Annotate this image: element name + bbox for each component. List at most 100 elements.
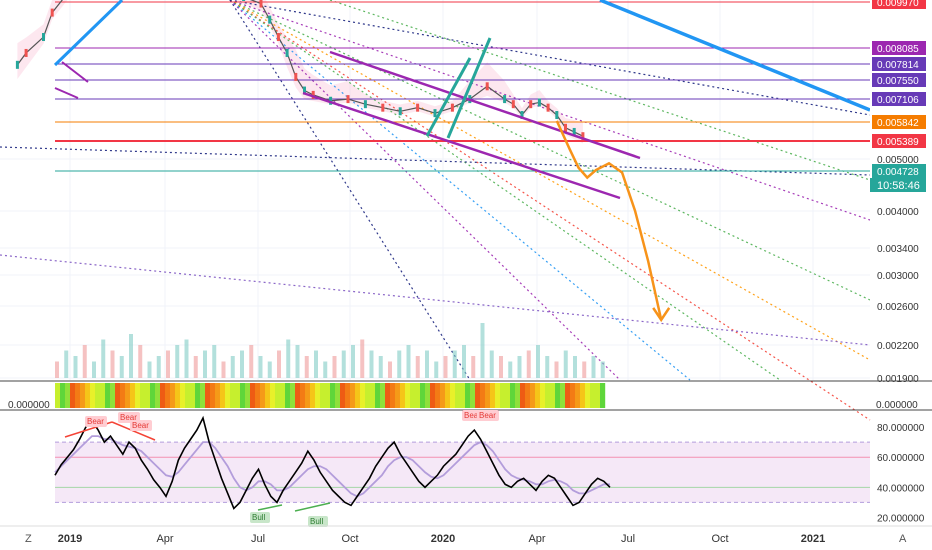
volume-bar-17: [212, 345, 217, 378]
volume-bar-20: [240, 350, 244, 378]
heat-cell-52: [315, 383, 321, 408]
heat-cell-27: [190, 383, 196, 408]
bear-tag-0: Bear: [87, 417, 104, 426]
heat-cell-105: [580, 383, 586, 408]
rsi-tick-labels: 20.000000 40.000000 60.000000 80.000000: [877, 423, 925, 524]
heat-cell-78: [445, 383, 451, 408]
candle-39: [564, 123, 567, 132]
heat-cell-79: [450, 383, 456, 408]
price-badge-bg-0: [872, 0, 926, 9]
volume-bar-32: [351, 345, 355, 378]
candle-21: [311, 90, 315, 99]
volume-bar-12: [166, 350, 170, 378]
price-tick-label-6: 0.005000: [877, 155, 919, 166]
volume-bar-58: [591, 356, 596, 378]
heat-cell-25: [180, 383, 186, 408]
heat-cell-88: [495, 383, 501, 408]
auto-scale-button-left[interactable]: Z: [25, 533, 32, 545]
time-axis[interactable]: 2019 Apr Jul Oct 2020 Apr Jul Oct 2021 Z A: [0, 525, 932, 545]
heat-cell-14: [125, 383, 131, 408]
candle-22: [329, 96, 333, 105]
heat-cell-42: [265, 383, 271, 408]
bull-tag-0: Bull: [252, 513, 266, 522]
candle-16: [268, 15, 272, 24]
auto-scale-button-right[interactable]: A: [899, 533, 907, 545]
volume-bar-44: [462, 345, 466, 378]
heat-cell-91: [510, 383, 516, 408]
candle-27: [416, 103, 420, 112]
heat-cell-93: [520, 383, 526, 408]
volume-bar-3: [82, 345, 87, 378]
volume-bar-53: [545, 356, 550, 378]
volume-bar-48: [499, 356, 503, 378]
volume-bar-2: [73, 356, 78, 378]
price-pane[interactable]: [0, 0, 871, 421]
heat-cell-9: [100, 383, 106, 408]
heat-cell-104: [575, 383, 581, 408]
divergence-bull-1: [257, 504, 283, 511]
volume-bar-41: [434, 361, 439, 378]
volume-bar-52: [536, 345, 540, 378]
heat-cell-66: [385, 383, 391, 408]
candle-0: [15, 60, 19, 69]
heat-cell-81: [460, 383, 466, 408]
bear-tag-bg-4: [477, 410, 499, 421]
fan-line-0: [229, 0, 871, 116]
heat-cell-49: [300, 383, 306, 408]
volume-bar-1: [64, 350, 69, 378]
heat-cell-31: [210, 383, 216, 408]
blue-trend-right: [599, 0, 871, 112]
price-badge-bg-1: [872, 41, 926, 55]
volume-bar-7: [119, 356, 124, 378]
heat-cell-30: [205, 383, 211, 408]
heat-cell-29: [200, 383, 206, 408]
candle-3: [50, 8, 54, 17]
heat-cell-33: [220, 383, 226, 408]
volume-bar-38: [406, 345, 411, 378]
heat-cell-45: [280, 383, 286, 408]
bear-tag-bg-0: [85, 416, 107, 427]
fan-line-10: [0, 146, 871, 176]
forecast-arrowhead: [652, 307, 671, 323]
time-tick-label-5: Apr: [528, 533, 545, 545]
volume-bar-4: [92, 361, 96, 378]
candle-32: [503, 95, 507, 104]
volume-bar-5: [101, 339, 106, 378]
forecast-path: [555, 120, 663, 321]
heat-cell-32: [215, 383, 221, 408]
channel-upper: [329, 50, 641, 160]
countdown-badge: [870, 178, 926, 192]
heat-cell-50: [305, 383, 311, 408]
volume-bar-45: [471, 356, 476, 378]
volume-bar-9: [138, 345, 143, 378]
heat-cell-73: [420, 383, 426, 408]
flag-pole-1: [425, 57, 472, 137]
purple-mark-2: [54, 87, 79, 99]
heat-cell-107: [590, 383, 596, 408]
price-badge-bg-2: [872, 57, 926, 71]
price-tick-label-3: 0.003000: [877, 271, 919, 282]
volume-bar-46: [480, 323, 485, 378]
heat-cell-53: [320, 383, 326, 408]
fan-line-7: [229, 0, 621, 381]
volume-bar-37: [397, 350, 402, 378]
heat-cell-48: [295, 383, 301, 408]
heat-cell-61: [360, 383, 366, 408]
rsi-tick-label-3: 80.000000: [877, 423, 925, 434]
price-badge-label-0: 0.009970: [877, 0, 919, 9]
heat-cell-3: [70, 383, 76, 408]
bull-tag-1: Bull: [310, 517, 324, 526]
heat-cell-38: [245, 383, 251, 408]
volume-bar-16: [203, 350, 207, 378]
volume-bar-13: [175, 345, 180, 378]
volume-bar-54: [554, 361, 559, 378]
volume-bar-6: [110, 350, 115, 378]
price-axis[interactable]: 0.001900 0.002200 0.002600 0.003000 0.003400…: [870, 0, 932, 385]
volume-bar-28: [314, 350, 318, 378]
heat-cell-0: [55, 383, 61, 408]
heat-cell-92: [515, 383, 521, 408]
volume-bar-49: [508, 361, 513, 378]
volume-bar-22: [258, 356, 263, 378]
candle-34: [520, 111, 524, 120]
